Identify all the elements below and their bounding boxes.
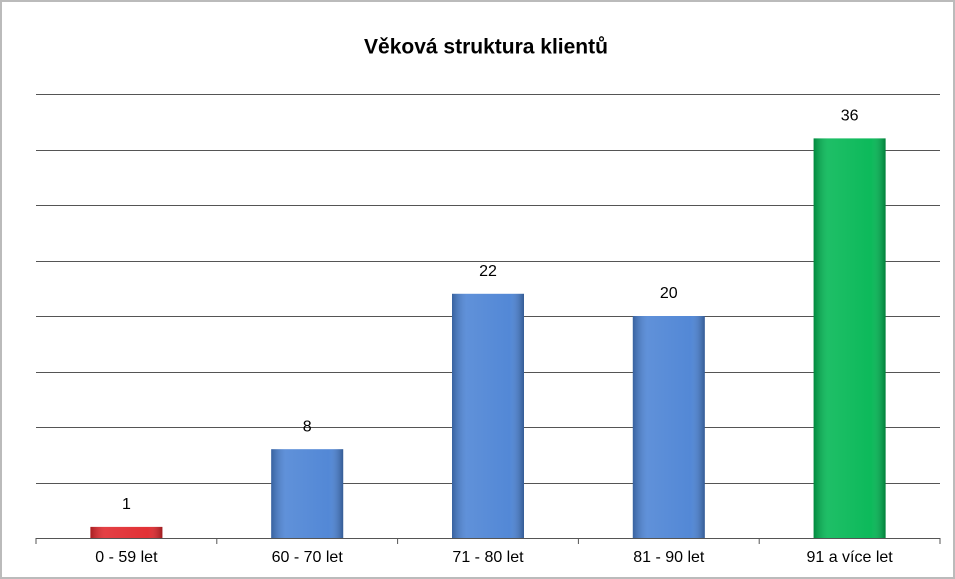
data-label: 36 bbox=[841, 108, 859, 125]
bar-shade bbox=[452, 293, 524, 538]
bar-shade bbox=[271, 449, 344, 538]
x-tick-label: 0 - 59 let bbox=[95, 549, 158, 566]
x-tick-label: 71 - 80 let bbox=[452, 549, 524, 566]
data-label: 20 bbox=[660, 285, 678, 302]
x-tick-label: 91 a více let bbox=[806, 549, 893, 566]
data-label: 1 bbox=[122, 496, 131, 513]
data-label: 22 bbox=[479, 263, 497, 280]
chart-title: Věková struktura klientů bbox=[364, 36, 608, 59]
data-label: 8 bbox=[303, 418, 312, 435]
bar-shade bbox=[632, 316, 705, 538]
bar-shade bbox=[813, 138, 886, 538]
x-tick-label: 81 - 90 let bbox=[633, 549, 705, 566]
bar-shade bbox=[90, 526, 163, 538]
x-tick-label: 60 - 70 let bbox=[272, 549, 344, 566]
